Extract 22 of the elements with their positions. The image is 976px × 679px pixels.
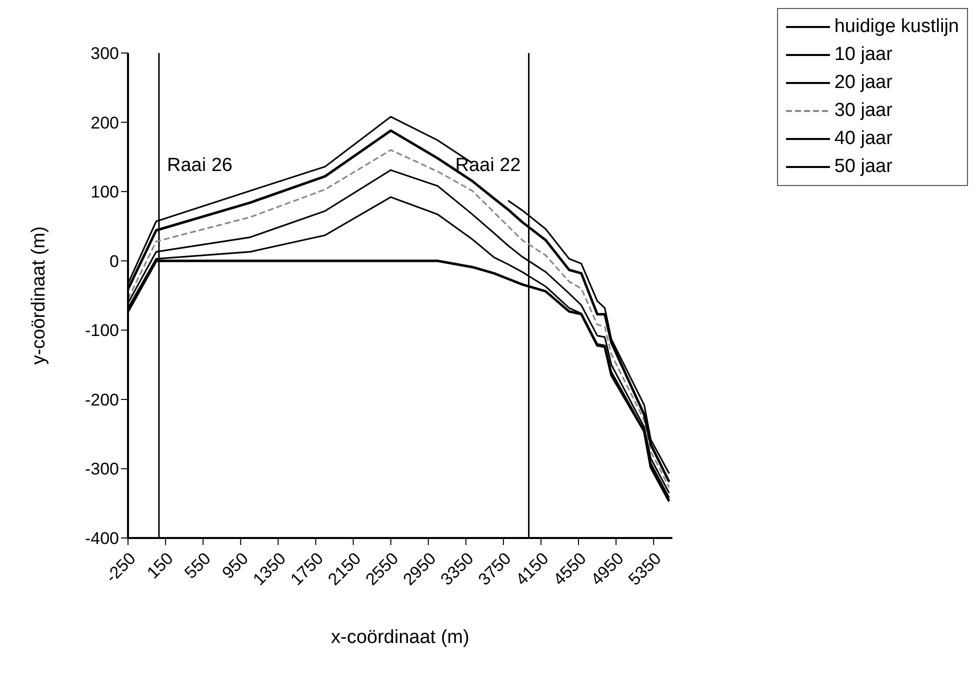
y-tick-label: -100 — [84, 321, 119, 340]
legend-label: 50 jaar — [834, 156, 892, 178]
ref-line-label: Raai 22 — [455, 155, 521, 176]
legend-label: 40 jaar — [834, 128, 892, 150]
legend-label: 10 jaar — [834, 44, 892, 66]
y-tick-label: -300 — [84, 460, 119, 479]
x-tick-label: 550 — [180, 548, 214, 582]
y-tick-label: 100 — [90, 182, 119, 202]
y-axis-title: y-coördinaat (m) — [28, 226, 50, 365]
legend-label: 30 jaar — [834, 100, 892, 122]
y-tick-label: 300 — [90, 44, 119, 64]
x-tick-label: -250 — [102, 548, 140, 586]
legend-label: 20 jaar — [834, 72, 892, 94]
legend-label: huidige kustlijn — [834, 16, 959, 38]
x-tick-label: 150 — [143, 548, 177, 582]
y-tick-label: -200 — [84, 390, 119, 410]
y-tick-label: 200 — [90, 113, 119, 132]
ref-line-label: Raai 26 — [166, 155, 232, 176]
y-tick-label: 0 — [110, 252, 119, 271]
y-tick-label: -400 — [84, 529, 119, 548]
x-tick-label: 950 — [218, 548, 252, 582]
x-axis-title: x-coördinaat (m) — [331, 627, 470, 648]
